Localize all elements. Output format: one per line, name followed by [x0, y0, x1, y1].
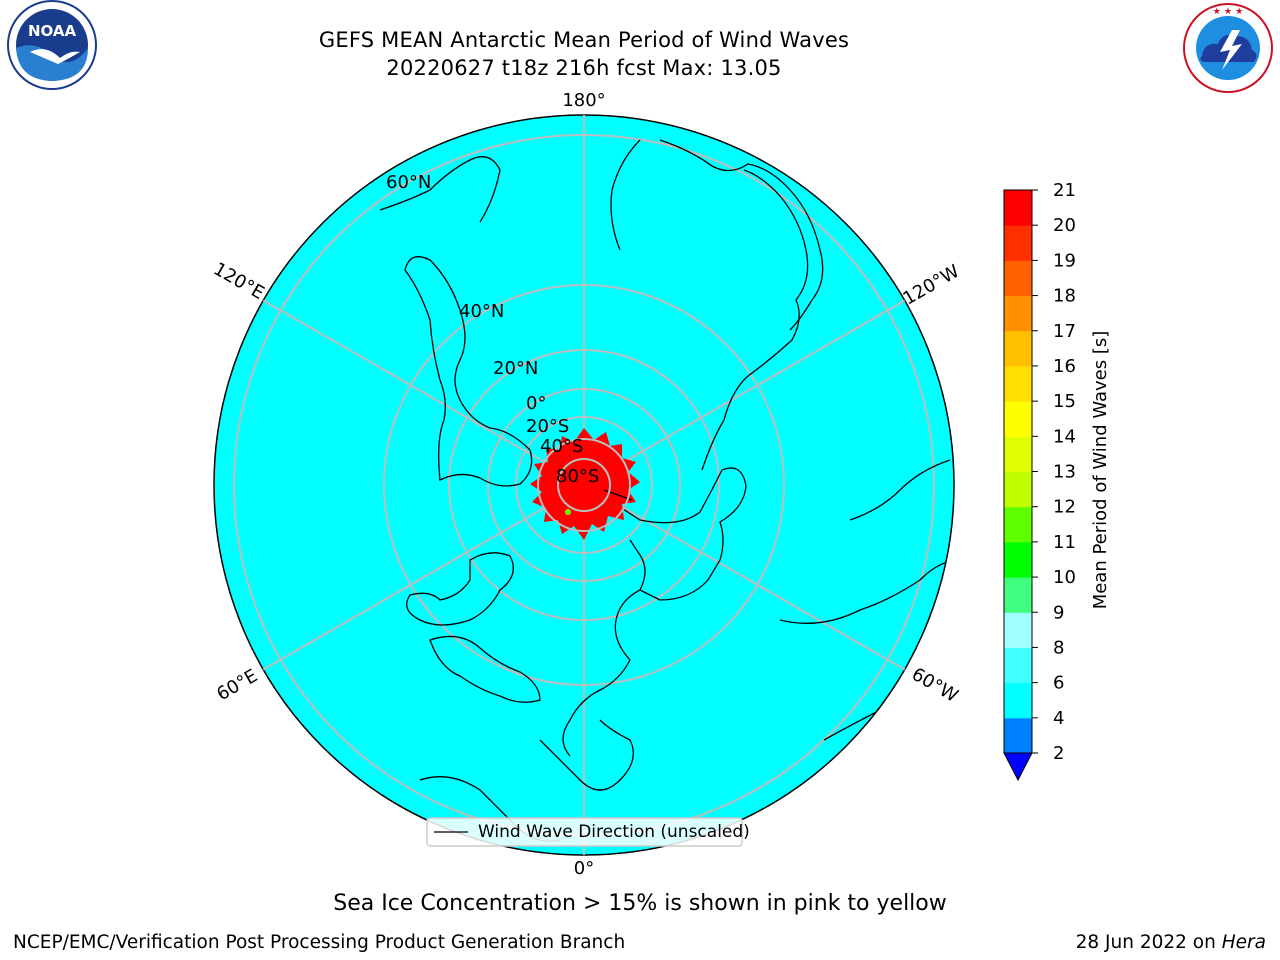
lat-label-60n: 60°N [386, 172, 431, 193]
longitude-gridlines [258, 115, 910, 855]
colorbar-swatch [1004, 365, 1032, 402]
footer-host: Hera [1221, 932, 1266, 953]
lon-label-0: 0° [574, 858, 594, 879]
colorbar-tick-label: 4 [1053, 708, 1064, 729]
colorbar-swatch [1004, 295, 1032, 332]
lon-label-120e: 120°E [210, 258, 268, 304]
colorbar-under-triangle [1003, 752, 1033, 782]
colorbar-tick-label: 12 [1053, 497, 1076, 518]
colorbar-tick-label: 13 [1053, 462, 1076, 483]
colorbar-swatch [1004, 436, 1032, 472]
lat-label-40n: 40°N [459, 301, 504, 322]
footer-date: 28 Jun 2022 on Hera [1076, 932, 1266, 953]
noaa-logo: NOAA [7, 0, 97, 90]
colorbar-tick-label: 6 [1053, 673, 1064, 694]
colorbar-tick-label: 18 [1053, 286, 1076, 307]
colorbar-tick-label: 2 [1053, 743, 1064, 764]
lon-label-60w: 60°W [908, 664, 962, 707]
lon-label-60e: 60°E [213, 665, 261, 705]
lat-label-40s: 40°S [540, 436, 583, 457]
colorbar: 2 4 6 8 9 10 11 12 13 14 15 16 17 18 19 20 21 [1003, 180, 1076, 782]
colorbar-tick-label: 11 [1053, 532, 1076, 553]
field-red-patch [530, 428, 640, 540]
colorbar-label: Mean Period of Wind Waves [s] [1090, 331, 1111, 610]
lat-label-20s: 20°S [526, 416, 569, 437]
colorbar-swatch [1004, 717, 1032, 754]
colorbar-swatch [1004, 330, 1032, 367]
colorbar-swatch [1004, 190, 1032, 226]
map-legend: Wind Wave Direction (unscaled) [426, 817, 750, 847]
colorbar-swatch [1004, 541, 1032, 578]
colorbar-tick-label: 19 [1053, 250, 1076, 271]
lat-label-80s: 80°S [556, 466, 599, 487]
wave-period-field [530, 428, 640, 540]
colorbar-tick-label: 21 [1053, 180, 1076, 201]
colorbar-tick-label: 20 [1053, 215, 1076, 236]
noaa-logo-text: NOAA [28, 22, 77, 40]
lat-label-0: 0° [526, 393, 546, 414]
legend-label: Wind Wave Direction (unscaled) [478, 822, 750, 842]
colorbar-swatch [1004, 260, 1032, 297]
footer-date-text: 28 Jun 2022 on [1075, 932, 1216, 953]
lat-label-20n: 20°N [493, 358, 538, 379]
colorbar-tick-label: 14 [1053, 426, 1076, 447]
colorbar-tick-label: 16 [1053, 356, 1076, 377]
inner-grid-overlay [537, 438, 631, 532]
colorbar-swatch [1004, 647, 1032, 684]
colorbar-swatch [1004, 682, 1032, 719]
svg-text:★ ★ ★: ★ ★ ★ [1213, 7, 1243, 17]
colorbar-tick-label: 8 [1053, 637, 1064, 658]
footer-credit: NCEP/EMC/Verification Post Processing Pr… [13, 932, 626, 953]
colorbar-tick-label: 9 [1053, 602, 1064, 623]
field-green-spot [565, 509, 571, 515]
lon-label-120w: 120°W [900, 261, 964, 310]
colorbar-swatch [1004, 612, 1032, 648]
lon-label-180: 180° [562, 90, 605, 111]
colorbar-swatch [1004, 401, 1032, 437]
colorbar-tick-label: 15 [1053, 391, 1076, 412]
chart-subtitle: 20220627 t18z 216h fcst Max: 13.05 [386, 56, 782, 80]
colorbar-swatch [1004, 506, 1032, 543]
sea-ice-note: Sea Ice Concentration > 15% is shown in … [333, 891, 947, 916]
colorbar-swatch [1004, 577, 1032, 613]
colorbar-swatch [1004, 225, 1032, 261]
colorbar-tick-label: 17 [1053, 321, 1076, 342]
nws-logo: ★ ★ ★ [1183, 3, 1273, 93]
chart-title: GEFS MEAN Antarctic Mean Period of Wind … [318, 28, 850, 52]
colorbar-swatch [1004, 471, 1032, 508]
colorbar-tick-label: 10 [1053, 567, 1076, 588]
